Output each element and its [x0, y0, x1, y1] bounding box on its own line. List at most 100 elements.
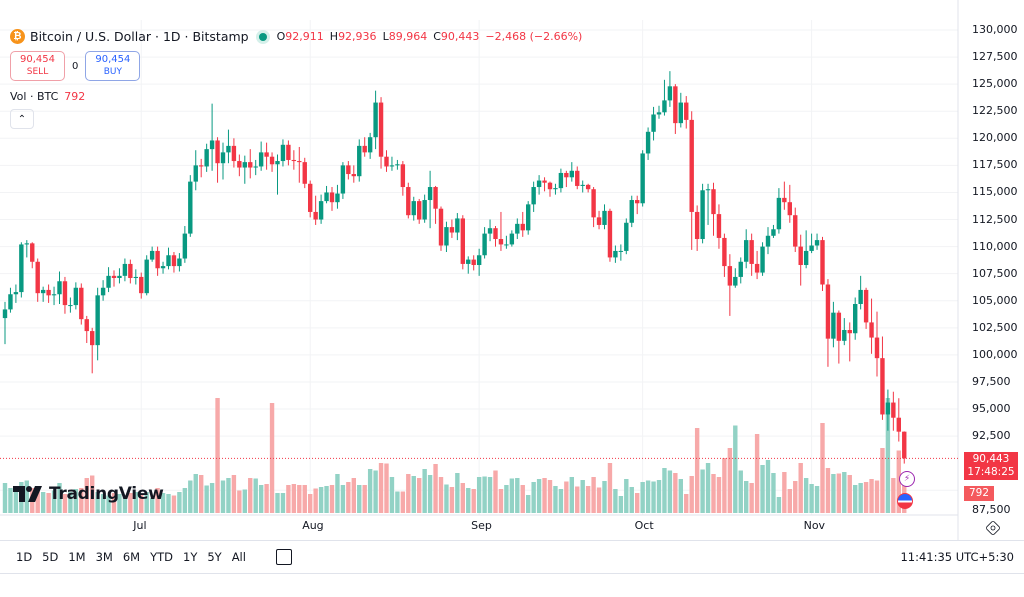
volume-bar [258, 485, 264, 513]
market-status-icon[interactable] [258, 32, 267, 41]
range-all[interactable]: All [231, 550, 246, 564]
candle-body [776, 197, 782, 230]
range-5d[interactable]: 5D [42, 550, 59, 564]
buy-button[interactable]: 90,454 BUY [85, 51, 141, 81]
candle-body [466, 259, 471, 264]
candle-body [13, 292, 19, 295]
range-1m[interactable]: 1M [68, 550, 86, 564]
volume-bar [809, 484, 814, 513]
candle-body [820, 240, 825, 285]
volume-bar [313, 488, 318, 513]
sell-button[interactable]: 90,454 SELL [10, 51, 65, 81]
candle-body [727, 266, 733, 286]
volume-bar [689, 476, 694, 513]
volume-bar [280, 493, 286, 513]
volume-bar [694, 428, 700, 513]
lightning-event-icon[interactable]: ⚡ [899, 471, 915, 487]
candle-body [362, 145, 367, 153]
price-tick-label: 127,500 [972, 50, 1018, 64]
candle-body [2, 309, 8, 319]
volume-bar [417, 478, 422, 513]
volume-bar [613, 489, 618, 513]
go-to-date-icon[interactable] [275, 549, 292, 565]
candle-body [553, 188, 558, 190]
close-value: 90,443 [440, 30, 480, 43]
candle-body [324, 192, 329, 202]
candle-body [564, 172, 569, 178]
volume-legend[interactable]: Vol · BTC 792 [10, 90, 85, 103]
clock[interactable]: 11:41:35 UTC+5:30 [900, 550, 1014, 564]
price-chart[interactable] [0, 0, 1024, 540]
volume-bar [166, 494, 171, 513]
us-flag-event-icon[interactable] [897, 493, 913, 509]
volume-bar [569, 477, 574, 513]
candle-body [569, 170, 574, 178]
volume-bar [444, 484, 449, 513]
open-label: O [276, 30, 286, 43]
candle-body [297, 161, 302, 163]
candle-body [460, 218, 465, 264]
volume-bar [814, 486, 820, 513]
candle-body [171, 255, 177, 267]
volume-bar [24, 480, 29, 513]
volume-bar [362, 485, 367, 513]
candle-body [504, 244, 509, 246]
range-5y[interactable]: 5Y [207, 550, 222, 564]
candle-body [754, 263, 760, 273]
candle-body [188, 181, 193, 234]
ohlc-legend: O92,911 H92,936 L89,964 C90,443 −2,468 (… [277, 30, 583, 43]
volume-bar [504, 485, 509, 513]
symbol-title[interactable]: Bitcoin / U.S. Dollar · 1D · Bitstamp [30, 29, 249, 44]
change-value: −2,468 (−2.66%) [485, 30, 583, 43]
volume-bar [629, 487, 634, 513]
volume-bar [149, 498, 155, 513]
price-tick-label: 92,500 [972, 429, 1011, 443]
sell-label: SELL [26, 67, 49, 77]
volume-bar [700, 469, 705, 513]
range-1d[interactable]: 1D [16, 550, 33, 564]
range-3m[interactable]: 3M [95, 550, 113, 564]
volume-label: 792 [964, 486, 994, 501]
candle-body [313, 211, 318, 220]
symbol-header[interactable]: ₿ Bitcoin / U.S. Dollar · 1D · Bitstamp … [10, 29, 582, 44]
volume-bar [79, 488, 84, 513]
time-tick-label: Sep [471, 519, 492, 532]
candle-body [329, 192, 335, 203]
volume-bar [596, 487, 602, 513]
candle-body [455, 218, 460, 233]
candle-body [705, 189, 711, 191]
candle-body [809, 245, 814, 251]
volume-bar [40, 492, 46, 513]
candle-body [471, 259, 476, 266]
candle-body [476, 255, 482, 266]
volume-bar [8, 488, 13, 513]
volume-bar [738, 470, 743, 513]
range-6m[interactable]: 6M [122, 550, 141, 564]
candle-body [624, 222, 629, 251]
candle-body [520, 223, 525, 231]
candle-body [291, 159, 297, 162]
bitcoin-icon: ₿ [10, 29, 25, 44]
volume-bar [749, 483, 754, 513]
volume-bar [891, 478, 896, 513]
candle-body [269, 156, 275, 165]
volume-bar [831, 474, 836, 513]
candle-body [798, 246, 803, 266]
candle-body [237, 161, 242, 168]
volume-bar [564, 481, 569, 513]
candle-body [335, 193, 340, 203]
candle-body [515, 223, 520, 234]
volume-bar [624, 479, 629, 513]
chevron-up-icon[interactable]: ⌃ [10, 109, 34, 129]
tradingview-logo[interactable]: TradingView [13, 484, 164, 504]
candle-body [874, 337, 880, 359]
candle-body [716, 214, 722, 238]
volume-bar [744, 481, 749, 513]
range-1y[interactable]: 1Y [183, 550, 198, 564]
candle-body [84, 319, 89, 332]
candle-body [182, 233, 188, 259]
volume-bar [853, 485, 858, 513]
range-ytd[interactable]: YTD [150, 550, 173, 564]
candle-body [46, 289, 51, 296]
candle-body [346, 165, 351, 175]
